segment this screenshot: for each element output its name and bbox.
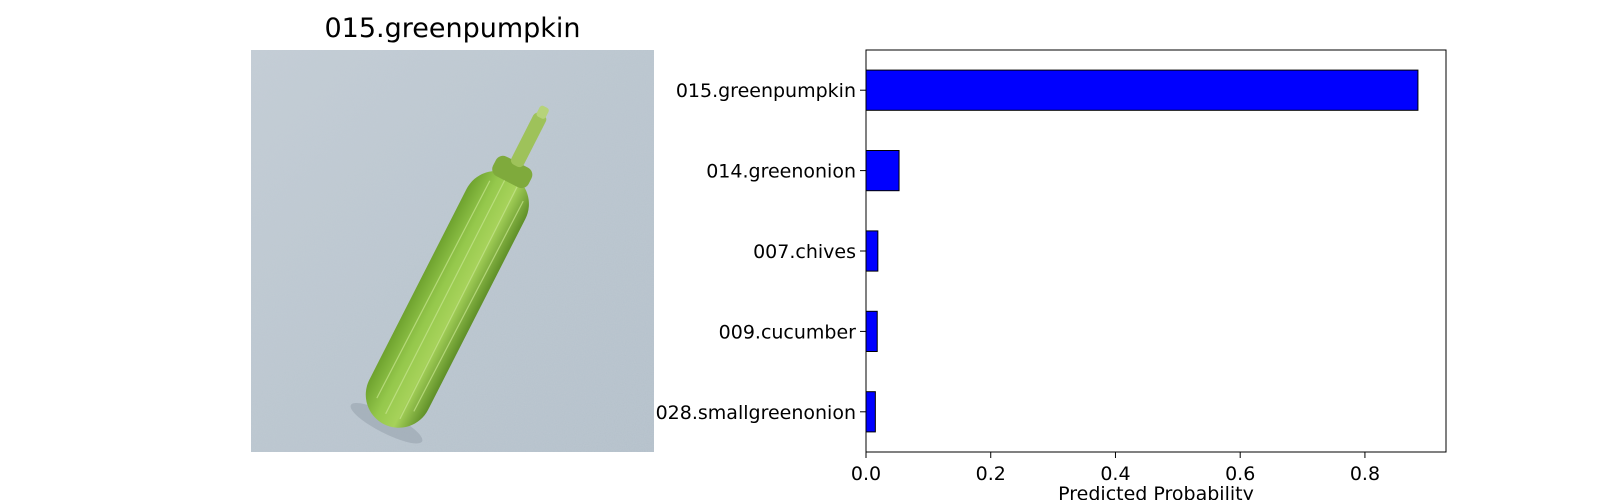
zucchini-photo-svg (251, 50, 654, 452)
zucchini-body (365, 171, 529, 428)
category-axis: 015.greenpumpkin 014.greenonion 007.chives… (656, 80, 866, 424)
bar-015.greenpumpkin (865, 69, 1419, 111)
probability-axis: 0.0 0.2 0.4 0.6 0.8 (851, 452, 1380, 485)
bar-028.smallgreenonion (865, 391, 876, 433)
x-axis-label: Predicted Probability (1058, 483, 1254, 500)
image-title: 015.greenpumpkin (324, 13, 581, 44)
x-tick-label: 0.4 (1100, 463, 1130, 485)
bar-009.cucumber (865, 310, 878, 352)
category-label: 014.greenonion (706, 161, 856, 183)
category-label: 028.smallgreenonion (656, 402, 856, 424)
category-label: 007.chives (753, 241, 856, 263)
zucchini-calyx (492, 155, 533, 189)
zucchini-stem (510, 112, 547, 168)
x-tick-label: 0.2 (976, 463, 1006, 485)
bars-group (865, 69, 1419, 433)
x-tick-label: 0.0 (851, 463, 881, 485)
zucchini-stripes (376, 177, 524, 420)
x-tick-label: 0.6 (1225, 463, 1255, 485)
category-label: 009.cucumber (719, 321, 857, 343)
bar-007.chives (865, 230, 879, 272)
zucchini-photo (251, 50, 654, 452)
x-tick-label: 0.8 (1350, 463, 1380, 485)
bar-014.greenonion (865, 150, 900, 192)
category-label: 015.greenpumpkin (676, 80, 856, 102)
zucchini (350, 105, 549, 444)
zucchini-stem-tip (536, 105, 549, 119)
